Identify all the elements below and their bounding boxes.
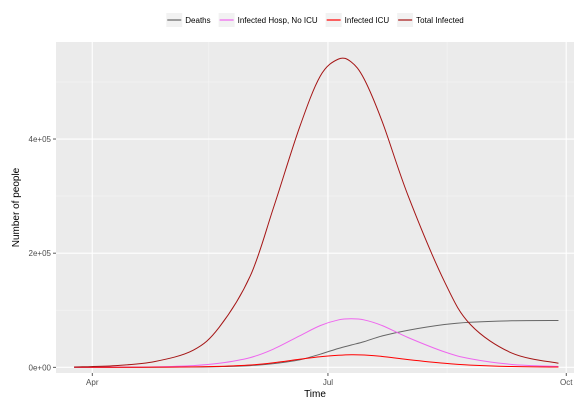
series-line-total-infected (74, 57, 559, 368)
x-tick-label: Oct (560, 378, 573, 387)
series-lines (74, 57, 559, 368)
y-axis-title: Number of people (11, 167, 22, 247)
x-tick-label: Apr (86, 378, 99, 387)
y-tick-label: 4e+05 (29, 135, 52, 144)
legend-label-infected-icu: Infected ICU (345, 16, 390, 25)
series-line-infected-icu (74, 354, 559, 368)
legend-label-total-infected: Total Infected (416, 16, 464, 25)
legend-label-infected-hosp-no-icu: Infected Hosp, No ICU (238, 16, 318, 25)
legend-label-deaths: Deaths (185, 16, 210, 25)
axes: 0e+00 2e+05 4e+05 Apr Jul Oct (29, 135, 574, 387)
series-line-infected-hosp-no-icu (74, 318, 559, 368)
grid (56, 42, 574, 373)
x-tick-label: Jul (323, 378, 333, 387)
x-axis-title: Time (304, 389, 326, 400)
plot-panel (56, 42, 574, 373)
y-tick-label: 0e+00 (29, 363, 52, 372)
legend: Deaths Infected Hosp, No ICU Infected ICU T… (166, 13, 464, 27)
y-tick-label: 2e+05 (29, 249, 52, 258)
